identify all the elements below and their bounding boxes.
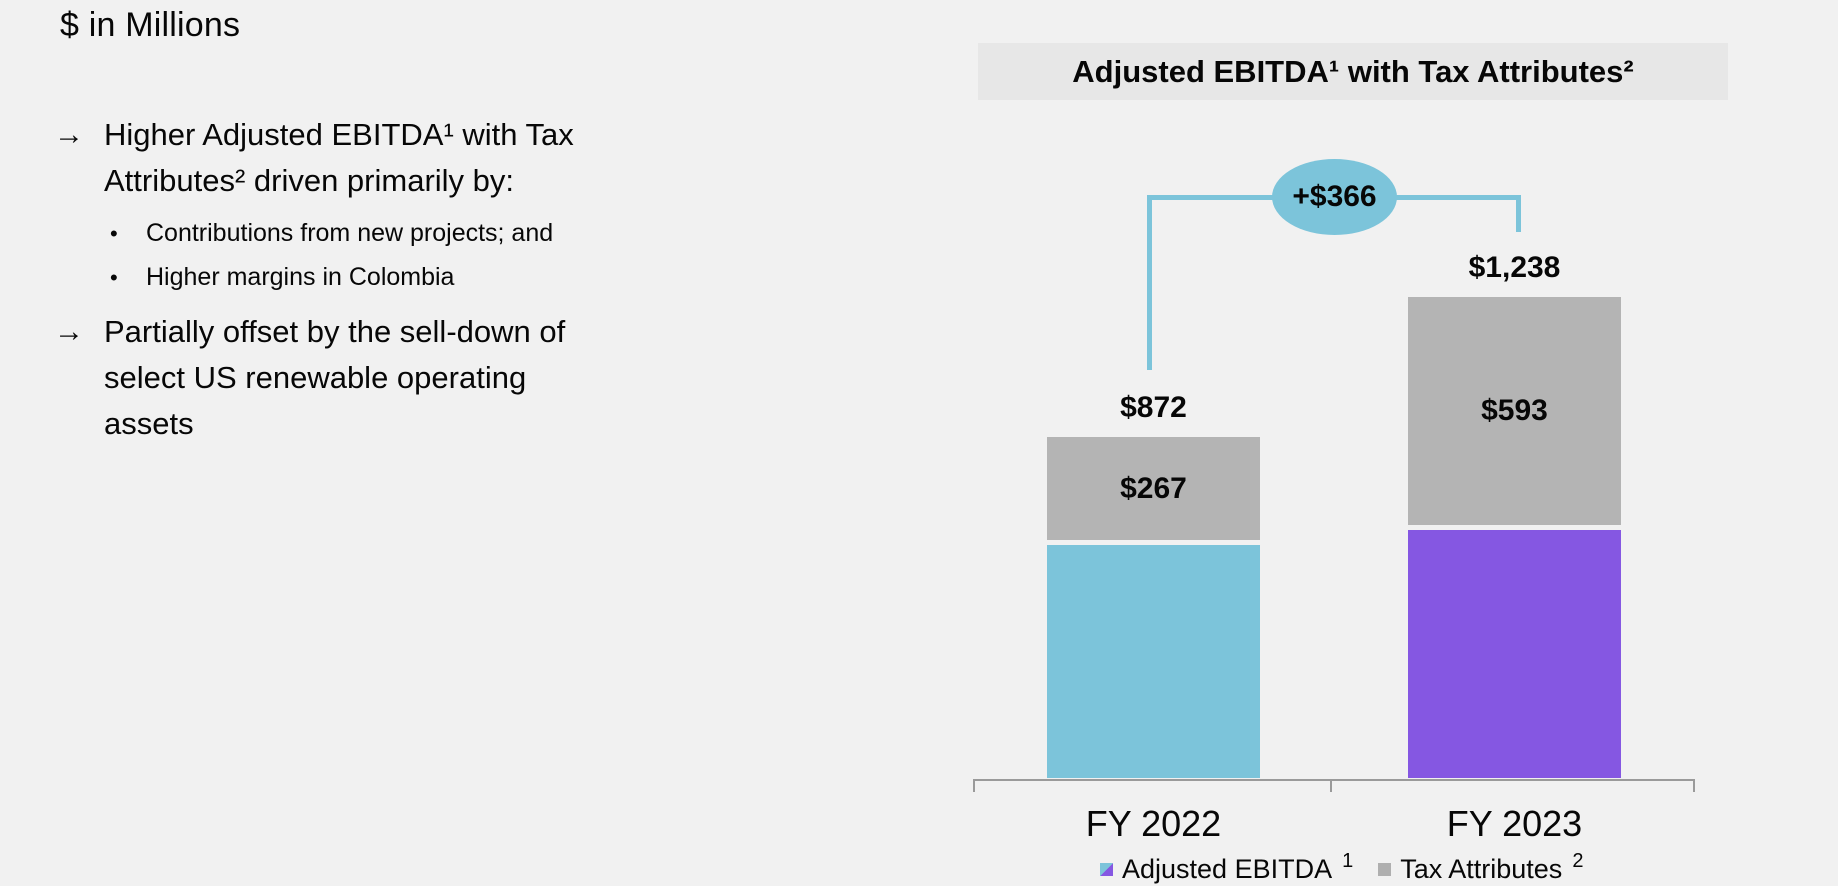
bullet-item: → Higher Adjusted EBITDA¹ with Tax Attri…: [54, 112, 654, 204]
delta-bracket-right-line: [1516, 195, 1521, 232]
ebitda-segment: [1047, 545, 1260, 778]
bullet-text: Higher Adjusted EBITDA¹ with Tax Attribu…: [104, 117, 574, 198]
legend: Adjusted EBITDA 1 Tax Attributes 2: [1100, 851, 1583, 885]
dot-bullet-icon: •: [110, 265, 118, 290]
dot-bullet-icon: •: [110, 221, 118, 246]
x-axis-label-fy2022: FY 2022: [1085, 803, 1222, 844]
total-label: $872: [1120, 391, 1187, 424]
bar-group-fy2022: $872 $267: [1047, 391, 1260, 778]
x-axis-tick: [1693, 779, 1695, 792]
chart-title: Adjusted EBITDA¹ with Tax Attributes²: [1072, 53, 1634, 89]
tax-attributes-segment: $267: [1047, 437, 1260, 540]
bullet-list: → Higher Adjusted EBITDA¹ with Tax Attri…: [54, 112, 654, 447]
legend-item-tax: Tax Attributes 2: [1378, 851, 1583, 885]
ebitda-segment: [1408, 530, 1621, 778]
sub-bullet-text: Contributions from new projects; and: [146, 219, 554, 247]
arrow-bullet-icon: →: [54, 315, 84, 348]
x-axis-tick: [1330, 779, 1332, 792]
legend-item-ebitda: Adjusted EBITDA 1: [1100, 851, 1353, 885]
tax-legend-marker-icon: [1378, 863, 1392, 876]
ebitda-legend-marker-icon: [1100, 863, 1113, 876]
x-axis-label-fy2023: FY 2023: [1446, 803, 1583, 844]
sub-bullet-item: • Higher margins in Colombia: [110, 264, 654, 291]
sub-bullet-item: • Contributions from new projects; and: [110, 220, 654, 247]
chart-title-box: Adjusted EBITDA¹ with Tax Attributes²: [978, 43, 1728, 100]
tax-attributes-segment: $593: [1408, 297, 1621, 525]
sub-bullet-text: Higher margins in Colombia: [146, 263, 455, 291]
delta-bracket-left-line: [1147, 195, 1152, 370]
total-label: $1,238: [1468, 251, 1561, 284]
delta-label: +$366: [1292, 180, 1377, 213]
units-label: $ in Millions: [60, 6, 241, 44]
delta-badge: +$366: [1272, 159, 1397, 235]
arrow-bullet-icon: →: [54, 118, 84, 151]
tax-value-label: $593: [1481, 394, 1548, 427]
legend-label: Adjusted EBITDA: [1122, 854, 1333, 884]
bar-group-fy2023: $1,238 $593: [1408, 251, 1621, 778]
x-axis-line: [973, 779, 1695, 781]
bullet-text: Partially offset by the sell-down of sel…: [104, 314, 566, 441]
tax-value-label: $267: [1120, 471, 1187, 505]
legend-label: Tax Attributes: [1400, 854, 1563, 884]
bullet-item: → Partially offset by the sell-down of s…: [54, 309, 654, 447]
x-axis-tick: [973, 779, 975, 792]
